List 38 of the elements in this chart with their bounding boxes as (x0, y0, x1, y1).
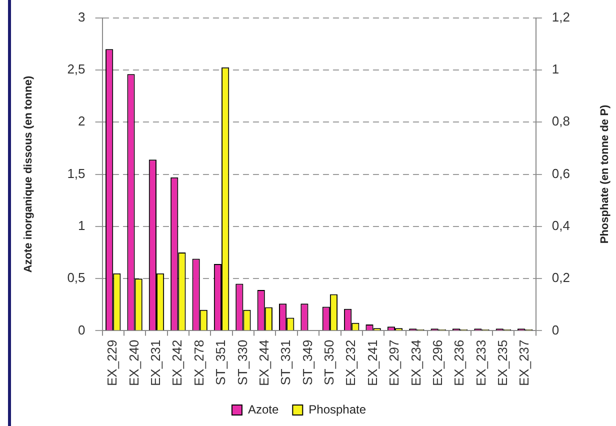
y2-tick-label: 1,2 (552, 9, 570, 24)
x-tick-label: EX_296 (430, 340, 445, 386)
x-tick-label: EX_244 (256, 340, 272, 386)
x-tick-label: EX_242 (170, 340, 185, 386)
x-tick-label: EX_232 (343, 340, 358, 386)
y-tick-label: 0,5 (67, 270, 86, 286)
x-tick-label: EX_229 (104, 340, 120, 386)
x-tick-label: EX_231 (148, 340, 164, 386)
x-tick-label: ST_351 (213, 340, 228, 386)
y2-tick-label: 0,8 (552, 114, 570, 129)
y2-axis-title: Phosphate (en tonne de P) (599, 104, 612, 244)
x-tick-label: EX_235 (494, 340, 510, 386)
y-tick-label: 1 (78, 218, 86, 234)
legend-label: Phosphate (308, 402, 366, 416)
x-tick-label: EX_278 (191, 340, 206, 386)
y2-tick-label: 0,4 (552, 218, 570, 234)
x-tick-label: EX_297 (386, 340, 402, 386)
y2-tick-label: 0 (552, 322, 560, 338)
x-tick-label: EX_236 (452, 340, 467, 386)
x-tick-label: EX_233 (473, 340, 488, 386)
x-tick-label: ST_330 (234, 340, 250, 386)
x-tick-label: ST_350 (322, 340, 337, 386)
y-tick-label: 2,5 (67, 62, 86, 77)
y2-tick-label: 0,6 (552, 166, 570, 181)
x-tick-label: ST_331 (278, 340, 294, 386)
y2-tick-label: 1 (552, 62, 560, 77)
x-tick-label: EX_234 (408, 340, 424, 386)
y-tick-label: 2 (78, 114, 86, 129)
x-tick-label: EX_240 (126, 340, 142, 386)
y-tick-label: 0 (78, 322, 86, 338)
y-tick-label: 1,5 (67, 166, 86, 181)
y-tick-label: 3 (78, 9, 86, 24)
x-tick-label: ST_349 (300, 340, 315, 386)
y2-tick-label: 0,2 (552, 270, 570, 286)
x-tick-label: EX_237 (516, 340, 532, 386)
x-tick-label: EX_241 (364, 340, 380, 386)
legend-label: Azote (248, 402, 279, 416)
y-axis-title: Azote inorganique dissous (en tonne) (22, 76, 35, 273)
